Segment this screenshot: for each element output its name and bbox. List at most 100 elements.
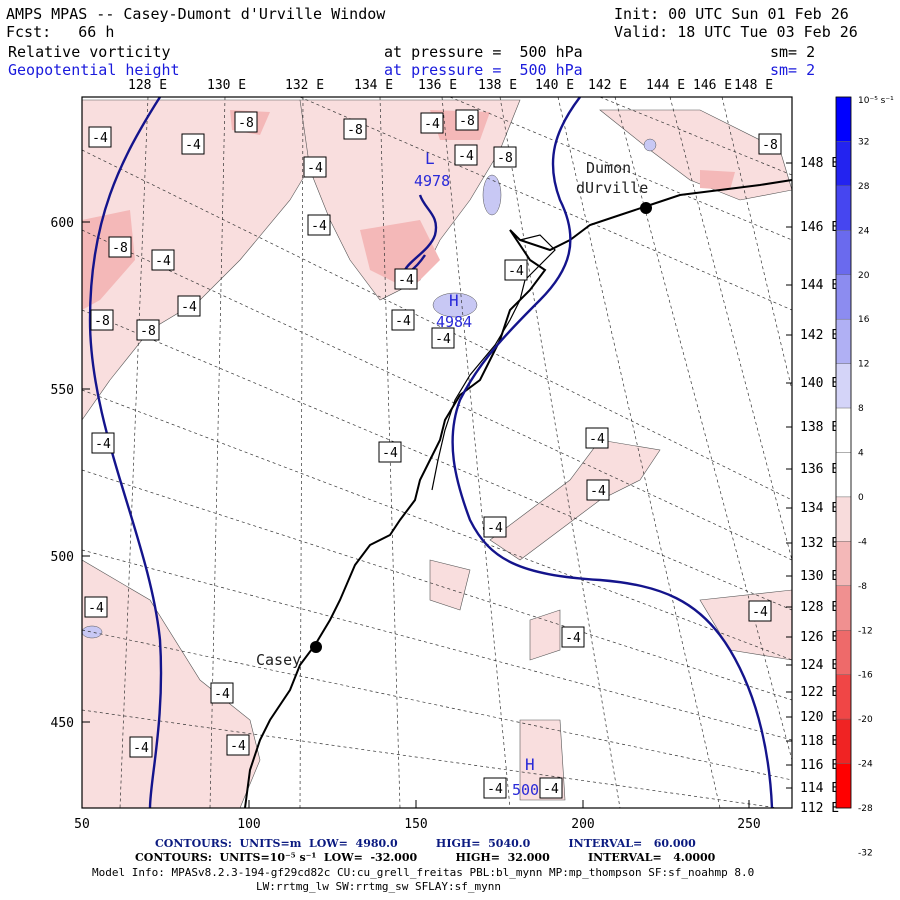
colorbar-label: 8 [858,404,864,414]
colorbar-label: 20 [858,271,870,281]
casey-label: Casey [256,651,301,669]
contour-label-text: -4 [424,117,440,132]
colorbar-label: -20 [858,715,873,725]
top-lon-label: 148 E [734,78,773,93]
contour-label-box [391,309,415,331]
top-lon-label: 130 E [207,78,246,93]
contour-label-box [420,112,444,134]
colorbar-swatch [835,141,852,187]
y-tick-label: 550 [51,383,74,398]
colorbar-swatch [835,674,852,720]
contour-label-text: -4 [458,149,474,164]
contour-label-box [455,109,479,131]
contour-label-box [483,516,507,538]
top-lon-label: 136 E [418,78,457,93]
right-lat-label: 122 E [800,685,839,700]
colorbar-swatch [835,452,852,498]
right-lat-label: 112 E [800,801,839,816]
colorbar-swatch [835,585,852,631]
contour-label-text: -4 [565,631,581,646]
contour-label-text: -4 [398,273,414,288]
forecast-hour: Fcst: 66 h [6,23,115,41]
contour-label-box [493,146,517,168]
colorbar-swatch [835,318,852,364]
footer-model-info: Model Info: MPASv8.2.3-194-gf29cd82c CU:… [92,866,755,879]
top-lon-label: 138 E [478,78,517,93]
contour-label-box [181,133,205,155]
dumont-label-1: Dumon [586,159,631,177]
top-lon-label: 140 E [535,78,574,93]
top-lon-label: 134 E [354,78,393,93]
contour-label-text: -4 [435,332,451,347]
colorbar-swatch [835,630,852,675]
contour-label-text: -4 [589,432,605,447]
contour-label-box [748,600,772,622]
high-center-1-letter: H [449,291,459,310]
contour-label-box [151,249,175,271]
contour-label-box [108,236,132,258]
contour-label-box [586,479,610,501]
x-tick-label: 100 [237,817,260,832]
contour-label-box [129,736,153,758]
colorbar-swatch [835,718,852,764]
top-lon-label: 146 E [693,78,732,93]
colorbar-label: 32 [858,137,869,147]
contour-label-box [585,427,609,449]
casey-station-marker [310,641,322,653]
contour-label-text: -4 [311,219,327,234]
top-lon-label: 132 E [285,78,324,93]
plot-border [81,96,793,809]
top-lon-label: 142 E [588,78,627,93]
low-center-letter: L [425,149,435,168]
low-center-value: 4978 [414,172,450,190]
contour-label-text: -4 [752,605,768,620]
contour-label-box [91,432,115,454]
contour-label-box [84,596,108,618]
contour-label-box [454,144,478,166]
colorbar-label: -32 [858,848,873,858]
contour-label-box [431,327,455,349]
footer-vorticity-contours: CONTOURS: UNITS=10⁻⁵ s⁻¹ LOW= -32.000 HI… [135,851,716,864]
contour-label-text: -4 [543,782,559,797]
contour-label-box [758,133,782,155]
contour-label-text: -8 [112,241,128,256]
x-tick-label: 200 [571,817,594,832]
contour-label-box [483,777,507,799]
contour-label-text: -4 [214,687,230,702]
contour-label-box [234,111,258,133]
field2-smoothing: sm= 2 [770,61,816,79]
contour-label-box [307,214,331,236]
contour-label-text: -4 [508,264,524,279]
contour-label-box [303,156,327,178]
x-tick-label: 150 [404,817,427,832]
map-layers: Dumon dUrville Casey L 4978 H 4984 H 500… [82,97,792,808]
contour-label-text: -4 [487,521,503,536]
x-tick-label: 50 [74,817,90,832]
field1-smoothing: sm= 2 [770,43,816,61]
colorbar-unit: 10⁻⁵ s⁻¹ [858,96,894,106]
right-lat-label: 116 E [800,758,839,773]
contour-label-box [210,682,234,704]
contour-label-text: -4 [92,131,108,146]
colorbar-label: -8 [858,582,867,592]
top-lon-label: 128 E [128,78,167,93]
right-lat-label: 138 E [800,420,839,435]
contour-label-text: -4 [88,601,104,616]
right-lat-label: 148 E [800,156,839,171]
colorbar-label: 12 [858,360,869,370]
dumont-durville-station-marker [640,202,652,214]
contour-label-text: -8 [140,324,156,339]
init-time: Init: 00 UTC Sun 01 Feb 26 [614,5,849,23]
colorbar-frame [835,96,852,809]
y-tick-label: 500 [51,550,74,565]
right-lat-label: 134 E [800,501,839,516]
colorbar-label: -4 [858,537,867,547]
contour-label-text: -4 [230,739,246,754]
contour-label-text: -8 [497,151,513,166]
y-tick-label: 450 [51,716,74,731]
right-lat-label: 140 E [800,376,839,391]
top-lon-label: 144 E [646,78,685,93]
colorbar-label: -24 [858,760,873,770]
contour-label-text: -4 [185,138,201,153]
